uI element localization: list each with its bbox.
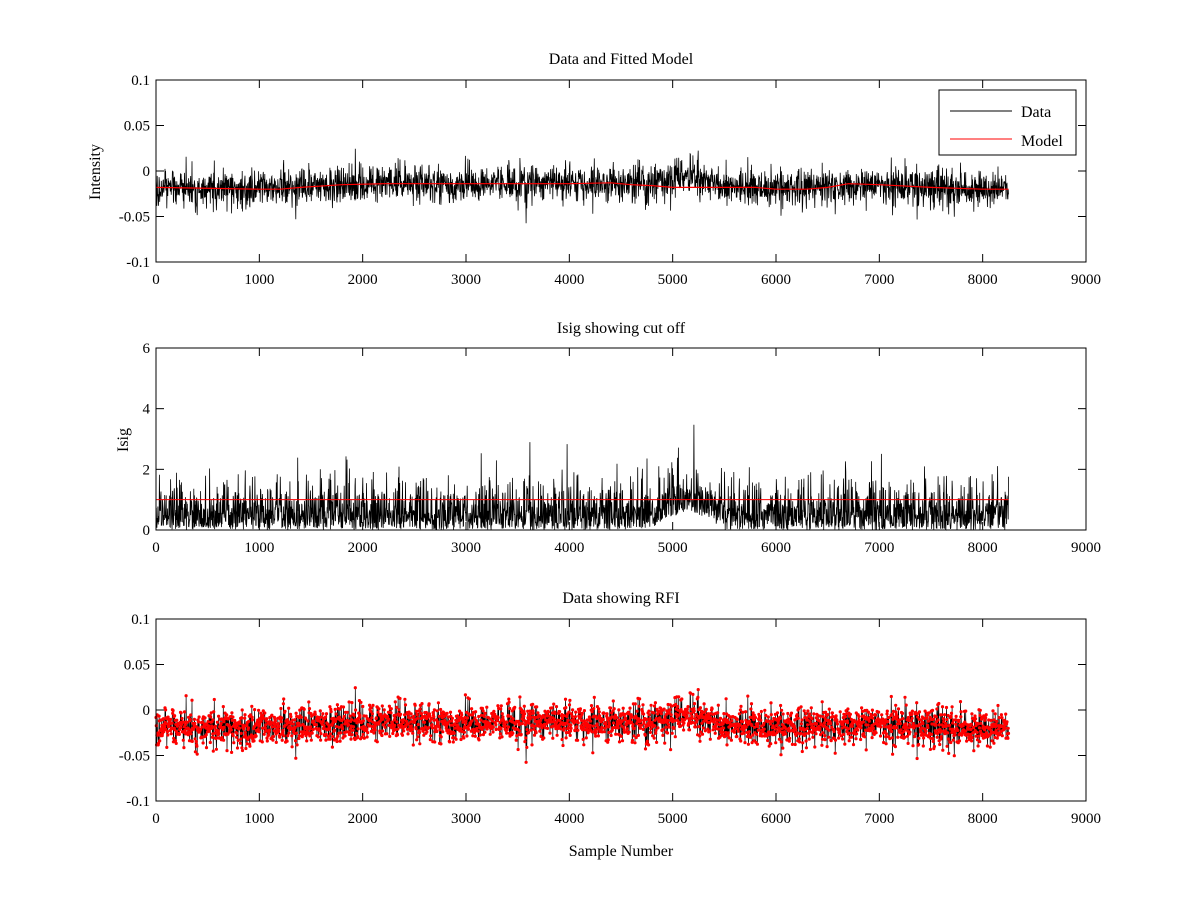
x-tick-label: 0	[152, 811, 160, 827]
x-tick-label: 4000	[554, 540, 584, 556]
legend-model-label: Model	[1021, 133, 1063, 150]
x-tick-label: 3000	[451, 540, 481, 556]
x-tick-label: 8000	[968, 540, 998, 556]
axes-box	[155, 79, 1087, 263]
y-tick-label: 0	[143, 523, 151, 539]
x-tick-label: 3000	[451, 811, 481, 827]
chart-title: Data showing RFI	[562, 590, 679, 607]
y-tick-label: 0.05	[124, 119, 150, 135]
plot-area	[155, 424, 1009, 531]
axis-ticks: 0 1000 2000 3000 4000 5000 6000 7000 8000 9000 0 2 4…	[143, 341, 1102, 556]
x-tick-label: 0	[152, 272, 160, 288]
x-tick-label: 1000	[244, 272, 274, 288]
x-tick-label: 1000	[244, 811, 274, 827]
x-tick-label: 3000	[451, 272, 481, 288]
axis-ticks: 0 1000 2000 3000 4000 5000 6000 7000 8000 9000 -0.…	[119, 612, 1101, 827]
chart-title: Data and Fitted Model	[549, 51, 694, 68]
y-tick-label: -0.1	[126, 794, 150, 810]
panel-data-fitted-model: Data and Fitted Model Intensity 0 1000 200…	[87, 51, 1101, 288]
axes-box	[155, 347, 1087, 531]
x-tick-label: 8000	[968, 811, 998, 827]
x-tick-label: 4000	[554, 811, 584, 827]
data-series-line	[155, 148, 1009, 224]
panel-data-rfi: Data showing RFI Sample Number 0 1000 2000…	[119, 590, 1101, 860]
x-tick-label: 6000	[761, 540, 791, 556]
panel-isig-cutoff: Isig showing cut off Isig 0 1000 2000 3000 4…	[115, 320, 1101, 556]
model-series-line	[155, 182, 1009, 190]
y-axis-label: Intensity	[87, 144, 104, 200]
x-tick-label: 7000	[864, 272, 894, 288]
x-tick-label: 6000	[761, 811, 791, 827]
y-tick-label: 0.1	[131, 73, 150, 89]
y-tick-label: 4	[143, 402, 151, 418]
x-tick-label: 4000	[554, 272, 584, 288]
x-tick-label: 9000	[1071, 540, 1101, 556]
y-tick-label: 0	[143, 703, 151, 719]
y-tick-label: 2	[143, 462, 151, 478]
y-axis-label: Isig	[115, 428, 132, 452]
x-tick-label: 2000	[348, 272, 378, 288]
y-tick-label: -0.05	[119, 749, 150, 765]
x-tick-label: 6000	[761, 272, 791, 288]
axes-box	[155, 618, 1087, 802]
x-axis-label: Sample Number	[569, 843, 674, 860]
x-tick-label: 2000	[348, 811, 378, 827]
x-tick-label: 2000	[348, 540, 378, 556]
x-tick-label: 5000	[658, 811, 688, 827]
y-tick-label: -0.1	[126, 255, 150, 271]
axis-ticks: 0 1000 2000 3000 4000 5000 6000 7000 8000 9000 -0.…	[119, 73, 1101, 288]
x-tick-label: 5000	[658, 272, 688, 288]
x-tick-label: 7000	[864, 811, 894, 827]
legend: Data Model	[938, 89, 1077, 156]
x-tick-label: 7000	[864, 540, 894, 556]
x-tick-label: 0	[152, 540, 160, 556]
x-tick-label: 8000	[968, 272, 998, 288]
x-tick-label: 1000	[244, 540, 274, 556]
y-tick-label: 0.05	[124, 658, 150, 674]
isig-series-line	[155, 424, 1009, 531]
x-tick-label: 9000	[1071, 811, 1101, 827]
x-tick-label: 5000	[658, 540, 688, 556]
y-tick-label: -0.05	[119, 210, 150, 226]
plot-area	[155, 148, 1009, 224]
y-tick-label: 6	[143, 341, 151, 357]
y-tick-label: 0.1	[131, 612, 150, 628]
legend-data-label: Data	[1021, 104, 1051, 121]
y-tick-label: 0	[143, 164, 151, 180]
legend-box	[938, 89, 1077, 156]
x-tick-label: 9000	[1071, 272, 1101, 288]
chart-title: Isig showing cut off	[557, 320, 686, 337]
